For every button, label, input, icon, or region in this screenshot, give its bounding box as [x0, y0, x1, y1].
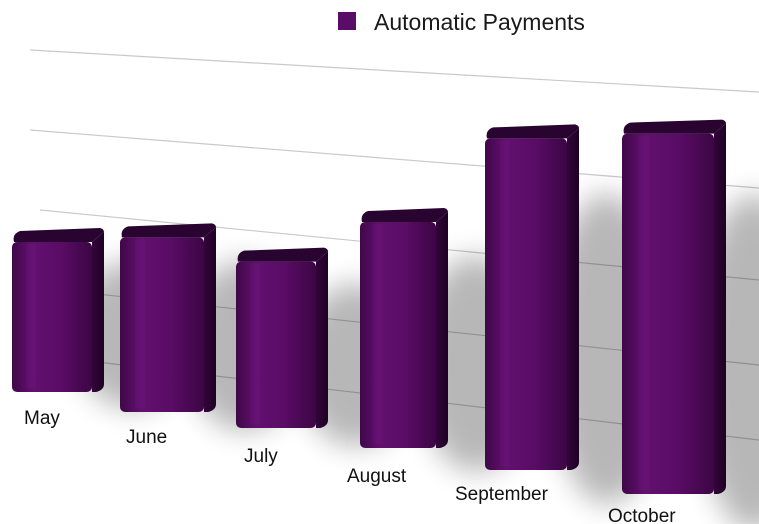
bar-highlight: [26, 244, 36, 388]
bar-highlight: [250, 263, 260, 424]
bar-top: [237, 247, 328, 262]
category-label-july: July: [244, 446, 278, 467]
legend-swatch: [338, 12, 356, 30]
bar-highlight: [499, 140, 510, 466]
bar-front: [360, 222, 436, 448]
category-label-june: June: [126, 427, 167, 448]
bar-highlight: [135, 239, 146, 408]
bar-top: [13, 228, 105, 242]
legend: Automatic Payments: [338, 9, 585, 35]
bar-side: [204, 227, 216, 412]
bar-august: [360, 208, 448, 448]
bar-front: [120, 237, 204, 412]
bar-may: [12, 228, 105, 392]
bar-front: [485, 138, 567, 470]
category-label-may: May: [24, 408, 60, 429]
bar-top: [623, 119, 726, 134]
bar-front: [622, 133, 714, 494]
bar-top: [121, 223, 216, 238]
category-label-september: September: [455, 484, 549, 505]
category-labels: May June July August September October: [24, 408, 676, 524]
bar-october: [622, 119, 726, 494]
bar-side: [92, 232, 104, 392]
bar-side: [436, 212, 448, 448]
bar-top: [486, 124, 579, 139]
bar-side: [567, 128, 579, 470]
bar-side: [714, 123, 726, 494]
bar-july: [236, 247, 328, 428]
legend-label: Automatic Payments: [374, 9, 585, 35]
bar-front: [12, 242, 92, 392]
bars: [12, 119, 726, 494]
category-label-august: August: [347, 466, 407, 487]
bar-highlight: [373, 224, 383, 444]
gridline: [29, 49, 759, 93]
bar-june: [120, 223, 216, 412]
bar-highlight: [638, 135, 650, 490]
bar-september: [485, 124, 579, 470]
bar-top: [361, 208, 448, 222]
category-label-october: October: [608, 506, 676, 524]
bar-side: [316, 251, 328, 428]
bar-front: [236, 261, 316, 428]
